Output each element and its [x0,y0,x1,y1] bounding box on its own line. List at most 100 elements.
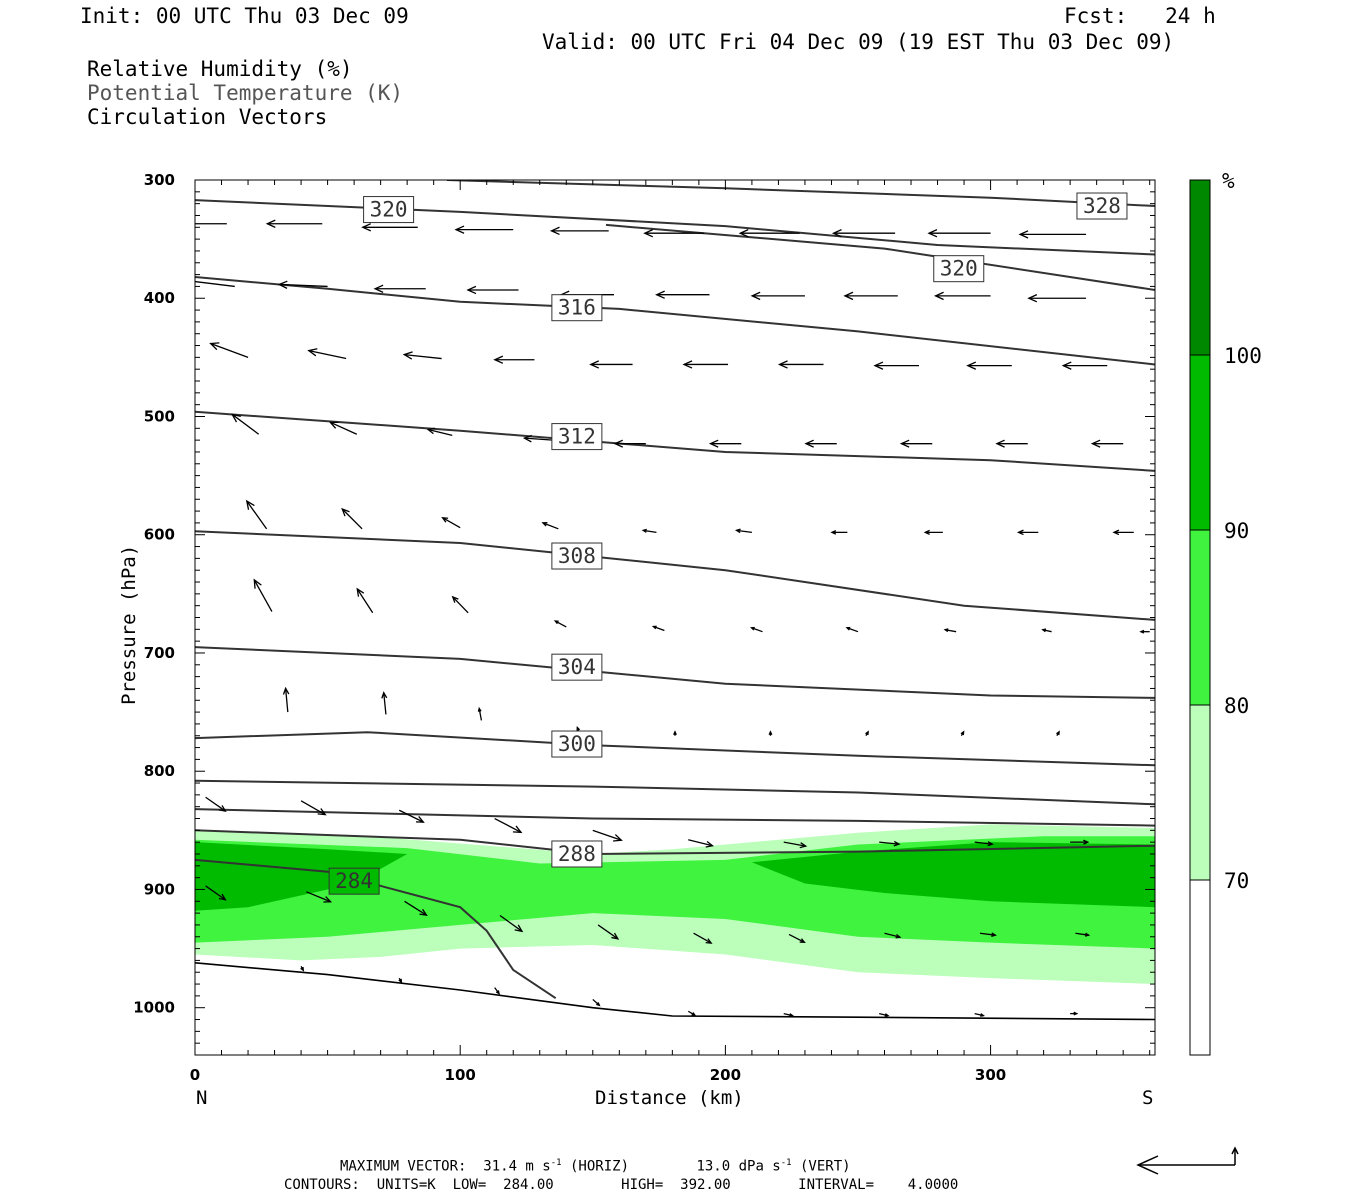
vector-shaft-60 [284,688,289,713]
colorbar-segment-2 [1189,529,1211,706]
y-tick-label-600: 600 [144,526,175,544]
vector-head-92 [596,1002,601,1007]
vector-shaft-85 [788,933,805,943]
vector-31 [328,421,358,435]
vector-shaft-31 [330,421,358,435]
vector-shaft-88 [1075,932,1089,936]
vector-40 [245,499,268,530]
vector-shaft-84 [693,932,712,944]
vector-66 [865,730,869,737]
vector-head-85 [799,938,806,944]
reference-vector [1136,1146,1239,1175]
vector-24 [589,360,633,369]
y-tick-label-800: 800 [144,762,175,780]
x-tick-label-0: 0 [190,1066,200,1084]
vector-7 [831,229,896,238]
vector-32 [426,427,453,437]
vector-94 [783,1012,795,1017]
vector-head-36 [804,439,814,448]
vector-head-69 [218,805,227,812]
vector-head-12 [373,284,384,293]
vector-shaft-77 [974,841,993,845]
vector-shaft-76 [879,841,900,845]
vector-shaft-32 [427,428,453,437]
x-end-label-south: S [1142,1087,1153,1109]
vector-96 [974,1012,986,1017]
contour-label-box-320-1 [363,196,415,224]
vector-shaft-22 [404,353,442,360]
theta-contour-328-0 [446,180,1155,207]
vector-57 [943,628,957,633]
vector-90 [398,977,403,984]
theta-contour-316-3 [195,276,1155,366]
vector-shaft-42 [442,517,461,529]
theta-contour-308-5 [195,530,1155,621]
vector-53 [553,620,567,628]
vector-48 [1016,529,1039,536]
vector-head-45 [734,528,741,534]
vector-head-29 [1061,361,1072,370]
vector-head-1 [265,219,276,228]
vector-head-81 [419,908,428,916]
vector-head-4 [549,226,560,236]
theta-contour-296-8 [195,779,1155,806]
colorbar-segment-0 [1189,879,1211,1056]
contour-label-312-4: 312 [558,425,596,449]
vector-22 [402,351,442,360]
vector-4 [549,226,609,236]
vector-72 [494,817,523,834]
vector-shaft-41 [341,508,363,530]
contour-label-box-284-11 [328,867,380,895]
vector-3 [454,225,514,234]
vector-shaft-45 [736,529,752,534]
vector-head-10 [186,278,194,285]
vector-2 [361,223,418,232]
colorbar-segment-4 [1189,179,1211,356]
vector-head-52 [451,595,459,603]
contour-label-300-7: 300 [558,732,596,756]
contour-label-box-320-2 [933,255,985,283]
vector-head-21 [307,348,318,357]
vector-head-88 [1084,932,1091,937]
vector-52 [451,595,469,614]
vector-79 [205,885,227,901]
vector-head-22 [402,351,413,360]
vector-26 [777,360,824,369]
vector-head-67 [960,730,965,736]
vector-30 [230,413,260,435]
vector-shaft-69 [205,796,226,812]
vector-head-41 [341,507,350,517]
vector-37 [899,439,933,448]
vector-59 [1139,629,1150,634]
vector-shaft-10 [195,280,235,288]
vector-67 [960,730,965,737]
vector-95 [879,1012,890,1017]
vector-78 [1070,839,1090,845]
vector-head-16 [750,291,761,301]
vector-head-28 [966,361,977,370]
vector-27 [873,361,919,370]
vector-head-65 [768,730,773,736]
vector-18 [933,291,991,301]
vector-head-13 [466,285,477,295]
vector-shaft-54 [653,625,665,632]
contour-label-284-11: 284 [335,869,373,893]
vector-shaft-44 [643,529,657,534]
vector-head-5 [643,229,654,238]
vector-shaft-73 [592,829,622,841]
vector-shaft-82 [499,914,523,932]
vector-47 [923,529,943,535]
vector-head-43 [541,521,548,527]
vector-19 [1027,294,1087,303]
x-tick-label-300: 300 [975,1066,1006,1084]
vector-head-70 [317,808,327,816]
vector-76 [879,840,901,847]
vector-81 [404,900,428,916]
vector-64 [673,730,677,736]
vector-head-58 [1041,628,1047,633]
vector-17 [843,291,898,301]
contour-label-320-1: 320 [370,198,408,222]
vector-shaft-81 [404,900,427,916]
vector-13 [466,285,519,295]
vector-shaft-80 [306,891,331,903]
